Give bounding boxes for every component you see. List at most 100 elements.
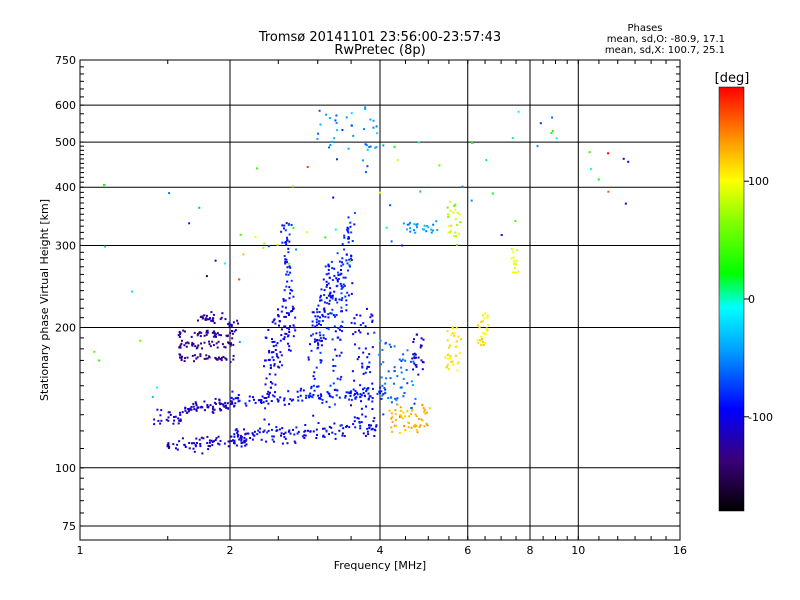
echo-point <box>341 330 343 333</box>
echo-point <box>210 311 213 314</box>
echo-point <box>231 337 234 340</box>
echo-point <box>487 324 490 327</box>
echo-point <box>364 415 367 418</box>
echo-point <box>239 437 242 439</box>
echo-point <box>230 325 233 328</box>
echo-point <box>238 438 241 441</box>
echo-point <box>352 423 355 426</box>
echo-point <box>273 318 276 321</box>
echo-point <box>313 371 316 374</box>
echo-point <box>326 302 329 305</box>
echo-point <box>421 228 424 231</box>
echo-point <box>330 312 333 315</box>
echo-point <box>218 357 221 360</box>
echo-point <box>419 346 422 349</box>
echo-point <box>272 345 275 348</box>
echo-point <box>219 358 222 360</box>
echo-point <box>251 438 254 441</box>
echo-point <box>233 433 236 436</box>
echo-point <box>449 230 452 233</box>
echo-point <box>422 407 425 410</box>
echo-point <box>253 434 256 437</box>
echo-point <box>341 257 344 260</box>
echo-point <box>315 437 318 439</box>
echo-point <box>288 233 291 236</box>
echo-point <box>339 338 342 341</box>
echo-point <box>281 305 284 308</box>
echo-point <box>224 357 227 360</box>
echo-point <box>353 416 356 419</box>
echo-point <box>486 316 489 319</box>
echo-point <box>482 343 485 346</box>
echo-point <box>328 395 331 397</box>
echo-point <box>229 323 232 326</box>
echo-point <box>286 270 289 273</box>
echo-point <box>240 445 243 448</box>
echo-point <box>345 253 348 256</box>
echo-point <box>211 331 214 334</box>
echo-point <box>211 340 214 343</box>
echo-point <box>201 315 204 318</box>
echo-point <box>226 402 229 405</box>
echo-point <box>451 326 454 329</box>
echo-point <box>415 415 418 418</box>
echo-point <box>456 362 459 365</box>
echo-point <box>229 332 232 334</box>
echo-point <box>322 427 324 430</box>
echo-point <box>260 438 263 441</box>
echo-point <box>331 396 334 399</box>
echo-point <box>470 199 473 202</box>
echo-point <box>517 270 520 273</box>
echo-point <box>555 137 558 140</box>
echo-point <box>258 431 261 434</box>
echo-point <box>346 262 349 265</box>
echo-point <box>368 395 371 398</box>
echo-point <box>394 412 397 415</box>
echo-point <box>276 342 279 345</box>
echo-point <box>286 266 289 269</box>
echo-point <box>393 345 396 348</box>
echo-point <box>232 321 235 324</box>
echo-point <box>357 356 360 358</box>
echo-point <box>309 343 311 346</box>
echo-point <box>224 405 227 408</box>
echo-point <box>327 294 330 297</box>
echo-point <box>419 424 422 427</box>
echo-point <box>449 357 452 360</box>
echo-point <box>476 339 479 342</box>
echo-point <box>315 321 318 324</box>
echo-point <box>252 433 255 436</box>
echo-point <box>323 301 326 304</box>
echo-point <box>267 402 270 405</box>
echo-point <box>191 343 194 346</box>
echo-point <box>370 428 373 431</box>
echo-point <box>219 403 222 406</box>
echo-point <box>199 335 202 338</box>
echo-point <box>287 430 290 433</box>
echo-point <box>270 366 272 369</box>
echo-point <box>395 424 398 427</box>
echo-point <box>299 394 302 397</box>
echo-point <box>277 365 280 368</box>
echo-point <box>209 445 211 448</box>
echo-point <box>286 442 289 445</box>
echo-point <box>180 359 183 362</box>
echo-point <box>448 200 451 203</box>
echo-point <box>627 160 630 163</box>
echo-point <box>294 329 297 332</box>
echo-point <box>265 440 268 443</box>
echo-point <box>384 388 387 391</box>
echo-point <box>156 386 158 389</box>
echo-point <box>324 265 327 268</box>
colorbar-tick-label: -100 <box>748 411 773 424</box>
echo-point <box>337 278 340 280</box>
echo-point <box>211 441 214 443</box>
echo-point <box>329 384 332 387</box>
echo-point <box>293 433 296 436</box>
echo-point <box>328 302 331 305</box>
echo-point <box>359 424 362 427</box>
echo-point <box>190 408 193 411</box>
echo-point <box>289 432 292 435</box>
echo-point <box>291 310 294 312</box>
echo-point <box>189 407 192 410</box>
